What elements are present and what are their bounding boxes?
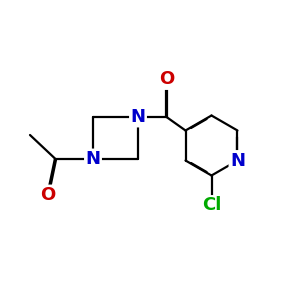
Text: N: N <box>85 150 100 168</box>
Text: O: O <box>40 186 56 204</box>
Text: N: N <box>130 108 146 126</box>
Text: Cl: Cl <box>202 196 221 214</box>
Text: N: N <box>230 152 245 169</box>
Text: O: O <box>159 70 174 88</box>
